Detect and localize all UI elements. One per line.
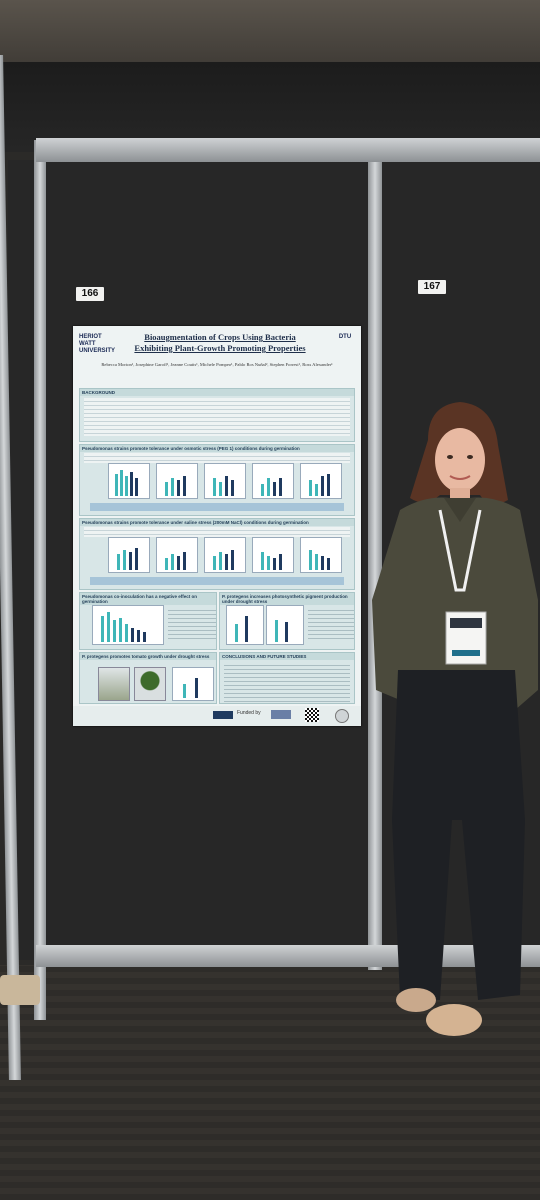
section-heading: Pseudomonas strains promote tolerance un…: [80, 445, 354, 452]
section-heading: P. protegens increases photosynthetic pi…: [220, 593, 354, 605]
sponsor-logo: [271, 710, 291, 719]
bar-chart-thumbnail: [108, 463, 150, 499]
saline-stress-section: Pseudomonas strains promote tolerance un…: [79, 518, 355, 590]
section-heading: BACKGROUND: [80, 389, 354, 396]
dtu-logo: DTU: [338, 334, 352, 340]
floor-cable-reel: [0, 975, 40, 1005]
university-logo: HERIOT WATT UNIVERSITY: [79, 334, 116, 354]
figure-caption: [90, 503, 344, 511]
section-heading: CONCLUSIONS AND FUTURE STUDIES: [220, 653, 354, 660]
section-body: [84, 527, 350, 537]
section-body: [308, 607, 354, 641]
bar-chart-thumbnail: [92, 605, 164, 645]
section-heading: P. protegens promotes tomato growth unde…: [80, 653, 216, 660]
bar-chart-thumbnail: [252, 537, 294, 573]
bar-chart-thumbnail: [172, 667, 214, 701]
plant-photo: [98, 667, 130, 701]
research-poster: HERIOT WATT UNIVERSITY DTU Bioaugmentati…: [73, 326, 361, 726]
funded-by-label: Funded by: [237, 710, 261, 716]
section-heading: Pseudomonas co-inoculation has a negativ…: [80, 593, 216, 605]
poster-title: Bioaugmentation of Crops Using Bacteria …: [117, 332, 323, 354]
ceiling-beams: [0, 62, 540, 152]
booth-number-166: 166: [76, 287, 104, 301]
frame-pole: [34, 140, 46, 1020]
bar-chart-thumbnail: [108, 537, 150, 573]
bar-chart-thumbnail: [204, 537, 246, 573]
bar-chart-thumbnail: [204, 463, 246, 499]
frame-bar-top: [36, 138, 540, 162]
title-line-1: Bioaugmentation of Crops Using Bacteria: [144, 332, 296, 342]
tomato-growth-section: P. protegens promotes tomato growth unde…: [79, 652, 217, 704]
plant-photo: [134, 667, 166, 701]
ceiling: [0, 0, 540, 70]
poster-authors: Rebecca Morton¹, Josephine Garoff¹, Jean…: [101, 362, 333, 367]
coinoculation-section: Pseudomonas co-inoculation has a negativ…: [79, 592, 217, 650]
figure-caption: [90, 577, 344, 585]
bar-chart-thumbnail: [300, 463, 342, 499]
bar-chart-thumbnail: [300, 537, 342, 573]
crest-logo: [335, 709, 349, 723]
frame-pole: [368, 140, 382, 970]
qr-code: [305, 708, 319, 722]
background-section: BACKGROUND: [79, 388, 355, 442]
bar-chart-thumbnail: [156, 537, 198, 573]
conclusions-section: CONCLUSIONS AND FUTURE STUDIES: [219, 652, 355, 704]
bar-chart-thumbnail: [266, 605, 304, 645]
section-heading: Pseudomonas strains promote tolerance un…: [80, 519, 354, 526]
title-line-2: Exhibiting Plant-Growth Promoting Proper…: [134, 343, 306, 353]
presenter-person: [372, 402, 538, 1036]
poster-footer: Funded by: [73, 706, 361, 726]
pigment-section: P. protegens increases photosynthetic pi…: [219, 592, 355, 650]
bar-chart-thumbnail: [252, 463, 294, 499]
section-body: [84, 398, 350, 436]
osmotic-stress-section: Pseudomonas strains promote tolerance un…: [79, 444, 355, 516]
booth-number-167: 167: [418, 280, 446, 294]
sponsor-logo: [213, 711, 233, 719]
section-body: [168, 607, 216, 641]
bar-chart-thumbnail: [156, 463, 198, 499]
bar-chart-thumbnail: [226, 605, 264, 645]
section-body: [84, 453, 350, 463]
section-body: [224, 662, 350, 702]
